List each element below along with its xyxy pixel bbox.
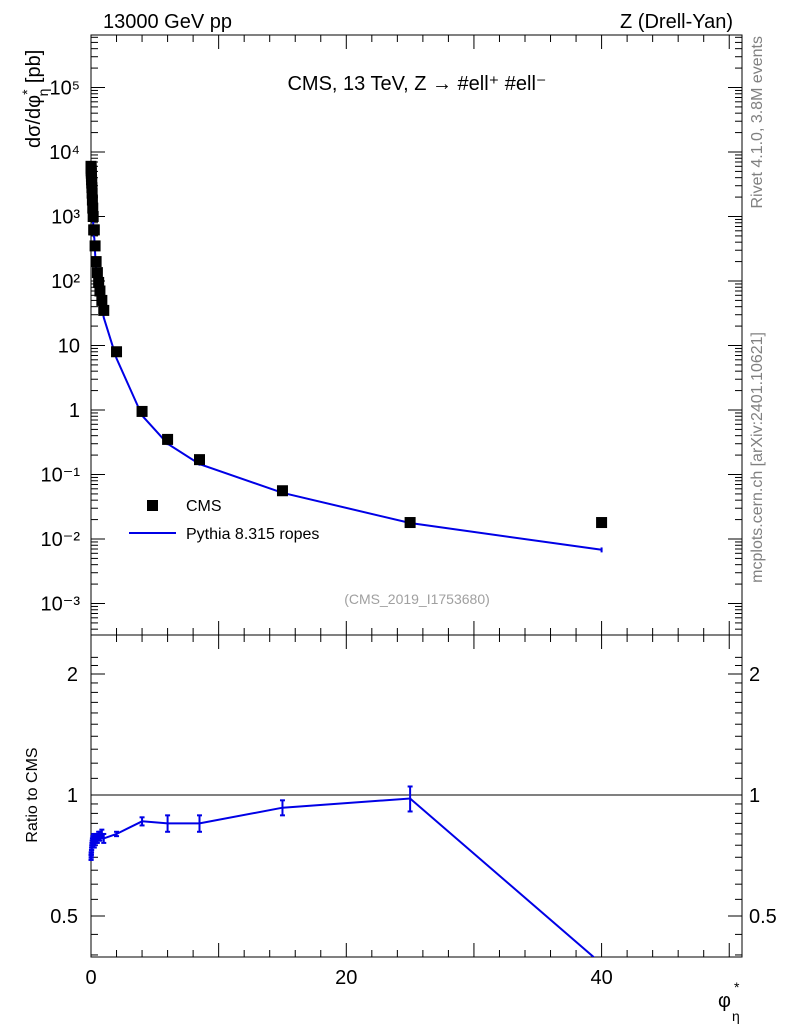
svg-text:dσ/dφ*η [pb]: dσ/dφ*η [pb] — [19, 50, 51, 148]
analysis-id-label: (CMS_2019_I1753680) — [344, 591, 490, 607]
data-point — [86, 182, 98, 194]
ratio-y-tick-label-right: 1 — [749, 785, 760, 807]
data-point — [96, 294, 108, 306]
data-point — [90, 256, 102, 268]
main-series-layer — [85, 160, 608, 553]
header-left-label: 13000 GeV pp — [103, 11, 232, 33]
svg-text:*: * — [734, 979, 740, 995]
ratio-y-tick-label-right: 2 — [749, 664, 760, 686]
mcplots-label: mcplots.cern.ch [arXiv:2401.10621] — [749, 332, 766, 583]
y-tick-label: 10⁵ — [49, 78, 80, 100]
legend-data-marker — [147, 500, 158, 511]
legend-mc-label: Pythia 8.315 ropes — [186, 526, 319, 543]
data-point — [86, 187, 98, 199]
ratio-series-layer — [88, 785, 596, 957]
data-point — [194, 454, 205, 466]
y-tick-label: 10 — [58, 336, 80, 358]
main-y-axis: 10⁻³ 10⁻² 10⁻¹ 1 10 10² 10³ 10⁴ 10⁵ — [41, 36, 742, 630]
x-tick-label: 20 — [335, 967, 357, 989]
ratio-axes: 0.5 0.5 1 1 2 2 — [50, 656, 777, 956]
x-axis-label: φ * η — [718, 979, 740, 1024]
ratio-y-tick-label: 1 — [67, 785, 78, 807]
data-point — [111, 346, 123, 358]
x-tick-label: 40 — [590, 967, 612, 989]
data-point — [276, 485, 288, 497]
ratio-y-axis-label: Ratio to CMS — [24, 747, 41, 842]
rivet-version-label: Rivet 4.1.0, 3.8M events — [749, 36, 766, 209]
y-tick-label: 10² — [51, 271, 80, 293]
main-panel-frame — [90, 34, 743, 636]
data-point — [93, 276, 105, 288]
data-point — [404, 517, 416, 529]
data-point — [88, 224, 100, 236]
header-right-label: Z (Drell-Yan) — [620, 11, 733, 33]
svg-text:η: η — [732, 1008, 740, 1024]
data-point — [596, 517, 608, 529]
data-point — [136, 405, 148, 417]
data-point — [86, 194, 98, 206]
main-plot-title: CMS, 13 TeV, Z → #ell⁺ #ell⁻ — [287, 73, 546, 95]
mc-series-line — [90, 176, 602, 551]
y-tick-label: 10⁴ — [49, 142, 80, 164]
data-point — [91, 267, 103, 279]
y-tick-label: 10³ — [51, 207, 80, 229]
legend-data-label: CMS — [186, 498, 222, 515]
data-point — [87, 211, 99, 222]
y-tick-label: 10⁻² — [41, 529, 81, 551]
y-tick-label: 10⁻¹ — [41, 465, 81, 487]
ratio-y-tick-label: 2 — [67, 664, 78, 686]
data-point — [94, 285, 106, 297]
data-point — [162, 433, 174, 445]
x-axis: 0 20 40 — [85, 35, 730, 989]
svg-text:φ: φ — [718, 990, 731, 1012]
y-tick-label: 10⁻³ — [41, 594, 81, 616]
x-tick-label: 0 — [85, 967, 96, 989]
y-tick-label: 1 — [69, 400, 80, 422]
main-y-axis-label: dσ/dφ*η [pb] — [19, 50, 51, 148]
data-point — [98, 304, 110, 316]
data-point — [89, 240, 101, 252]
legend: CMS Pythia 8.315 ropes — [129, 498, 319, 543]
ratio-panel-frame — [90, 634, 743, 958]
data-point — [87, 202, 99, 214]
ratio-y-tick-label: 0.5 — [50, 906, 78, 928]
ratio-y-tick-label-right: 0.5 — [749, 906, 777, 928]
